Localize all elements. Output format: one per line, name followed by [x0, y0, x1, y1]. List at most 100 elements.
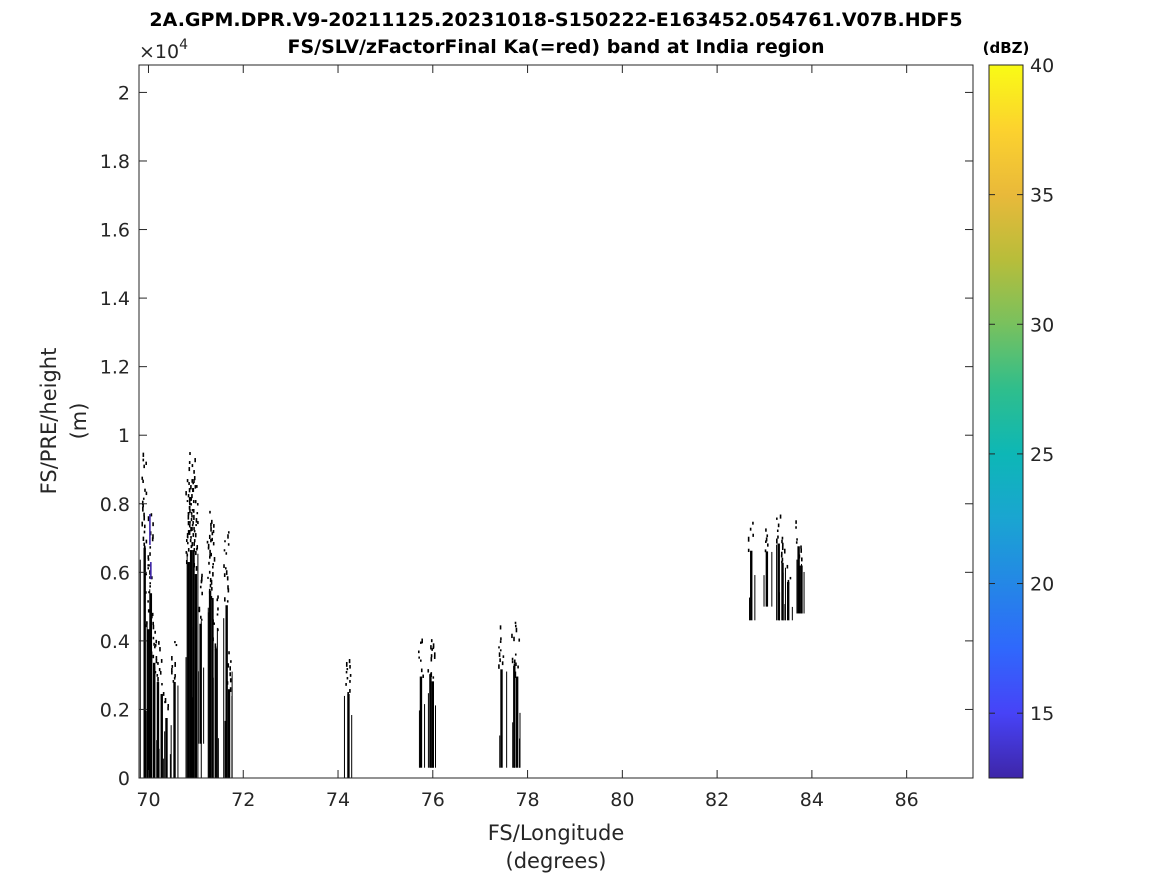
profile-speckle: [142, 506, 144, 512]
profile-speckle: [171, 671, 173, 675]
profile-speckle: [147, 567, 150, 570]
profile-speckle: [515, 662, 517, 667]
profile-speckle: [514, 624, 517, 628]
y-tick-label: 0.2: [100, 699, 130, 721]
profile-column: [197, 573, 205, 744]
profile-speckle: [151, 612, 154, 617]
profile-speckle: [229, 687, 232, 692]
x-tick-label: 80: [610, 789, 634, 811]
profile-core: [147, 629, 150, 778]
profile-speckle: [513, 663, 516, 667]
profile-speckle: [798, 554, 801, 559]
profile-speckle: [211, 566, 214, 569]
profile-speckle: [776, 538, 778, 544]
profile-streak: [223, 618, 225, 778]
profile-speckle: [143, 542, 146, 547]
profile-streak: [430, 724, 432, 768]
profile-streak: [158, 748, 160, 778]
profile-speckle: [152, 621, 154, 626]
high-reflectivity-mark: [149, 514, 151, 545]
profile-speckle: [765, 528, 767, 532]
profile-speckle: [216, 613, 219, 616]
colorbar-axis: 15 20 25 30 35 40: [989, 55, 1054, 725]
chart-title: 2A.GPM.DPR.V9-20211125.20231018-S150222-…: [149, 9, 962, 31]
profile-speckle: [421, 638, 423, 644]
profile-speckle: [795, 520, 797, 524]
profile-speckle: [187, 494, 190, 498]
profile-streak: [512, 722, 514, 768]
profile-speckle: [227, 534, 229, 539]
profile-streak: [351, 715, 353, 778]
profile-streak: [156, 740, 158, 778]
profile-streak: [791, 606, 793, 621]
profile-speckle: [193, 530, 196, 533]
profile-speckle: [207, 543, 210, 548]
profile-speckle: [787, 579, 790, 585]
profile-speckle: [196, 503, 199, 506]
profile-speckle: [781, 545, 784, 551]
profile-streak: [177, 685, 179, 778]
profile-speckle: [800, 545, 802, 549]
profile-speckle: [499, 625, 502, 630]
profile-column: [224, 651, 233, 778]
profile-speckle: [160, 659, 163, 663]
profile-speckle: [781, 542, 784, 547]
x-tick-label: 86: [895, 789, 919, 811]
profile-speckle: [206, 540, 209, 544]
profile-speckle: [212, 530, 215, 534]
profile-speckle: [193, 539, 196, 543]
profile-speckle: [420, 641, 422, 644]
profile-speckle: [174, 674, 176, 678]
profile-speckle: [213, 622, 215, 625]
profile-core: [199, 623, 202, 744]
profile-speckle: [192, 569, 195, 574]
profile-speckle: [197, 521, 199, 525]
y-tick-label: 1.8: [100, 151, 130, 173]
profile-speckle: [167, 704, 170, 708]
profile-speckle: [193, 476, 196, 481]
profile-speckle: [500, 637, 502, 641]
profile-speckle: [193, 542, 195, 546]
profile-speckle: [190, 497, 192, 501]
profile-speckle: [227, 663, 230, 668]
profile-core: [192, 550, 195, 778]
profile-speckle: [154, 645, 156, 649]
profile-speckle: [765, 540, 767, 543]
profile-speckle: [781, 536, 784, 540]
profile-speckle: [208, 561, 210, 565]
profile-speckle: [229, 678, 232, 683]
profile-speckle: [150, 513, 153, 517]
colorbar-tick-label: 25: [1030, 444, 1054, 466]
profile-speckle: [187, 530, 190, 535]
profile-speckle: [766, 534, 769, 538]
profile-speckle: [142, 452, 145, 457]
profile-speckle: [217, 628, 219, 632]
profile-core: [797, 546, 800, 614]
profile-streak: [185, 657, 187, 778]
profile-speckle: [208, 570, 211, 574]
profile-speckle: [141, 476, 144, 480]
y-axis-label-line1: FS/PRE/height: [37, 348, 61, 495]
profile-speckle: [191, 479, 194, 483]
profile-speckle: [786, 564, 789, 569]
profile-streak: [169, 754, 171, 778]
profile-speckle: [767, 543, 769, 547]
profile-speckle: [142, 497, 145, 500]
profile-core: [165, 718, 168, 778]
profile-speckle: [157, 677, 159, 682]
profile-speckle: [187, 512, 190, 515]
profile-speckle: [518, 638, 521, 642]
profile-speckle: [212, 563, 215, 566]
profile-speckle: [776, 529, 779, 532]
profile-speckle: [212, 572, 214, 577]
profile-speckle: [765, 537, 768, 542]
profile-core: [500, 669, 503, 768]
profile-speckle: [210, 539, 212, 543]
profile-speckle: [430, 645, 432, 650]
y-tick-label: 2: [118, 82, 130, 104]
profile-speckle: [795, 541, 798, 544]
profile-core: [750, 550, 753, 621]
profile-column: [170, 641, 179, 778]
profile-speckle: [192, 533, 195, 537]
profile-streak: [506, 671, 508, 768]
